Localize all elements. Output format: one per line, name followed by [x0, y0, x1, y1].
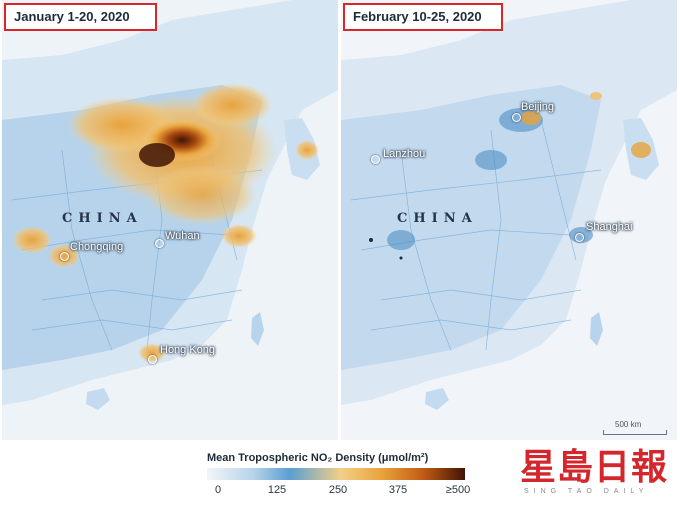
city-label-chongqing: Chongqing [70, 241, 124, 253]
map-panel-january: January 1-20, 2020 CHINA Chongqing Wuhan… [2, 0, 338, 440]
scale-label: 500 km [615, 420, 642, 429]
city-marker [155, 239, 164, 248]
city-marker [148, 355, 157, 364]
color-scale-bar [207, 468, 465, 480]
logo-subtitle: SING TAO DAILY [524, 488, 649, 495]
country-label: CHINA [397, 211, 478, 226]
no2-map-january [2, 0, 338, 440]
legend-tick: 0 [214, 484, 222, 496]
date-range-label: January 1-20, 2020 [4, 3, 157, 31]
city-marker [371, 155, 380, 164]
city-marker [512, 113, 521, 122]
country-label: CHINA [62, 211, 143, 226]
city-marker [60, 252, 69, 261]
city-label-beijing: Beijing [521, 101, 555, 113]
legend-tick: 125 [267, 484, 287, 496]
no2-map-february [341, 0, 677, 440]
city-marker [575, 233, 584, 242]
scale-bar [603, 430, 667, 435]
map-panel-february: February 10-25, 2020 CHINA Beijing Lanzh… [341, 0, 677, 440]
city-label-hong-kong: Hong Kong [160, 344, 216, 356]
city-label-shanghai: Shanghai [586, 221, 633, 233]
sing-tao-daily-logo: 星島日報 SING TAO DAILY [520, 448, 670, 500]
city-label-wuhan: Wuhan [165, 230, 200, 242]
legend-tick: 250 [328, 484, 348, 496]
legend-tick: 375 [388, 484, 408, 496]
logo-wordmark: 星島日報 [520, 447, 669, 488]
date-range-label: February 10-25, 2020 [343, 3, 503, 31]
legend-title: Mean Tropospheric NO₂ Density (μmol/m²) [207, 452, 429, 464]
legend-tick: ≥500 [445, 484, 471, 496]
city-label-lanzhou: Lanzhou [383, 148, 426, 160]
